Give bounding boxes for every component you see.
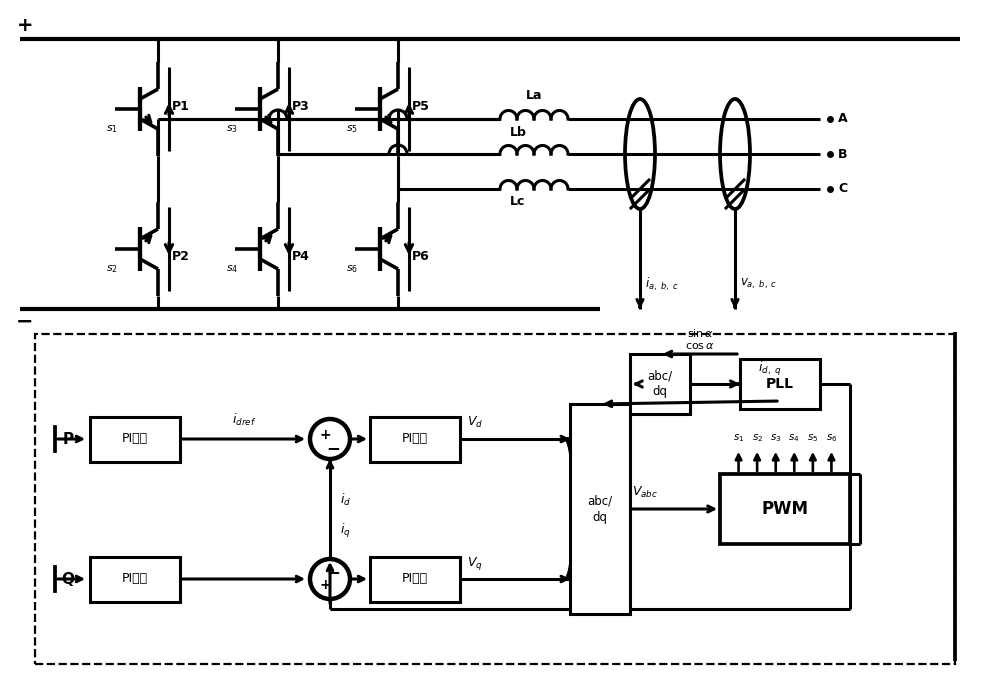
Bar xyxy=(35,334,955,664)
Text: $s_2$: $s_2$ xyxy=(106,263,118,275)
Text: P6: P6 xyxy=(412,250,430,263)
Text: A: A xyxy=(838,112,848,125)
Text: P: P xyxy=(62,432,74,447)
Text: $V_d$: $V_d$ xyxy=(467,415,483,430)
Text: +: + xyxy=(319,428,331,442)
Text: P2: P2 xyxy=(172,250,190,263)
Bar xyxy=(570,404,630,614)
Text: $i_d$: $i_d$ xyxy=(340,492,351,508)
Text: $s_5$: $s_5$ xyxy=(807,432,819,444)
Circle shape xyxy=(310,559,350,599)
Text: $V_{abc}$: $V_{abc}$ xyxy=(632,485,658,500)
Text: −: − xyxy=(326,563,340,581)
Text: P4: P4 xyxy=(292,250,310,263)
Text: −: − xyxy=(16,312,34,332)
Text: PI控制: PI控制 xyxy=(122,573,148,586)
Text: $i_q$: $i_q$ xyxy=(340,522,351,540)
Text: PWM: PWM xyxy=(762,500,808,518)
Bar xyxy=(720,474,850,544)
Text: $V_q$: $V_q$ xyxy=(467,555,483,572)
Text: dq: dq xyxy=(592,510,608,523)
Text: P1: P1 xyxy=(172,99,190,112)
Text: $i_{a,\ b,\ c}$: $i_{a,\ b,\ c}$ xyxy=(645,275,679,293)
Text: $i_{dref}$: $i_{dref}$ xyxy=(232,412,256,428)
Text: Lb: Lb xyxy=(510,126,527,139)
Text: PI控制: PI控制 xyxy=(402,432,428,445)
Text: $s_1$: $s_1$ xyxy=(733,432,744,444)
Text: P5: P5 xyxy=(412,99,430,112)
Text: $s_2$: $s_2$ xyxy=(752,432,763,444)
Text: $s_3$: $s_3$ xyxy=(770,432,781,444)
Text: C: C xyxy=(838,183,847,196)
Text: B: B xyxy=(838,148,848,161)
Text: +: + xyxy=(17,16,33,35)
Text: $s_4$: $s_4$ xyxy=(226,263,238,275)
Text: $s_6$: $s_6$ xyxy=(346,263,358,275)
Bar xyxy=(740,359,820,409)
Bar xyxy=(90,417,180,462)
Circle shape xyxy=(310,419,350,459)
Text: P3: P3 xyxy=(292,99,310,112)
Text: dq: dq xyxy=(652,386,668,399)
Bar xyxy=(630,354,690,414)
Text: $s_5$: $s_5$ xyxy=(346,123,358,135)
Text: PI控制: PI控制 xyxy=(402,573,428,586)
Text: $v_{a,\ b,\ c}$: $v_{a,\ b,\ c}$ xyxy=(740,277,777,291)
Text: $s_6$: $s_6$ xyxy=(826,432,837,444)
Bar xyxy=(370,557,460,601)
Text: −: − xyxy=(326,439,340,457)
Text: PLL: PLL xyxy=(766,377,794,391)
Text: Lc: Lc xyxy=(510,195,525,208)
Bar xyxy=(90,557,180,601)
Text: Q: Q xyxy=(62,572,74,586)
Text: La: La xyxy=(526,89,542,102)
Text: $s_3$: $s_3$ xyxy=(226,123,238,135)
Text: $\sin\alpha$
$\cos\alpha$: $\sin\alpha$ $\cos\alpha$ xyxy=(685,328,715,351)
Text: $s_1$: $s_1$ xyxy=(106,123,118,135)
Bar xyxy=(370,417,460,462)
Text: +: + xyxy=(319,578,331,592)
Text: abc/: abc/ xyxy=(647,369,673,382)
Text: $s_4$: $s_4$ xyxy=(788,432,800,444)
Text: abc/: abc/ xyxy=(587,495,613,508)
Text: $i_{d,\ q}$: $i_{d,\ q}$ xyxy=(758,360,782,378)
Text: PI控制: PI控制 xyxy=(122,432,148,445)
